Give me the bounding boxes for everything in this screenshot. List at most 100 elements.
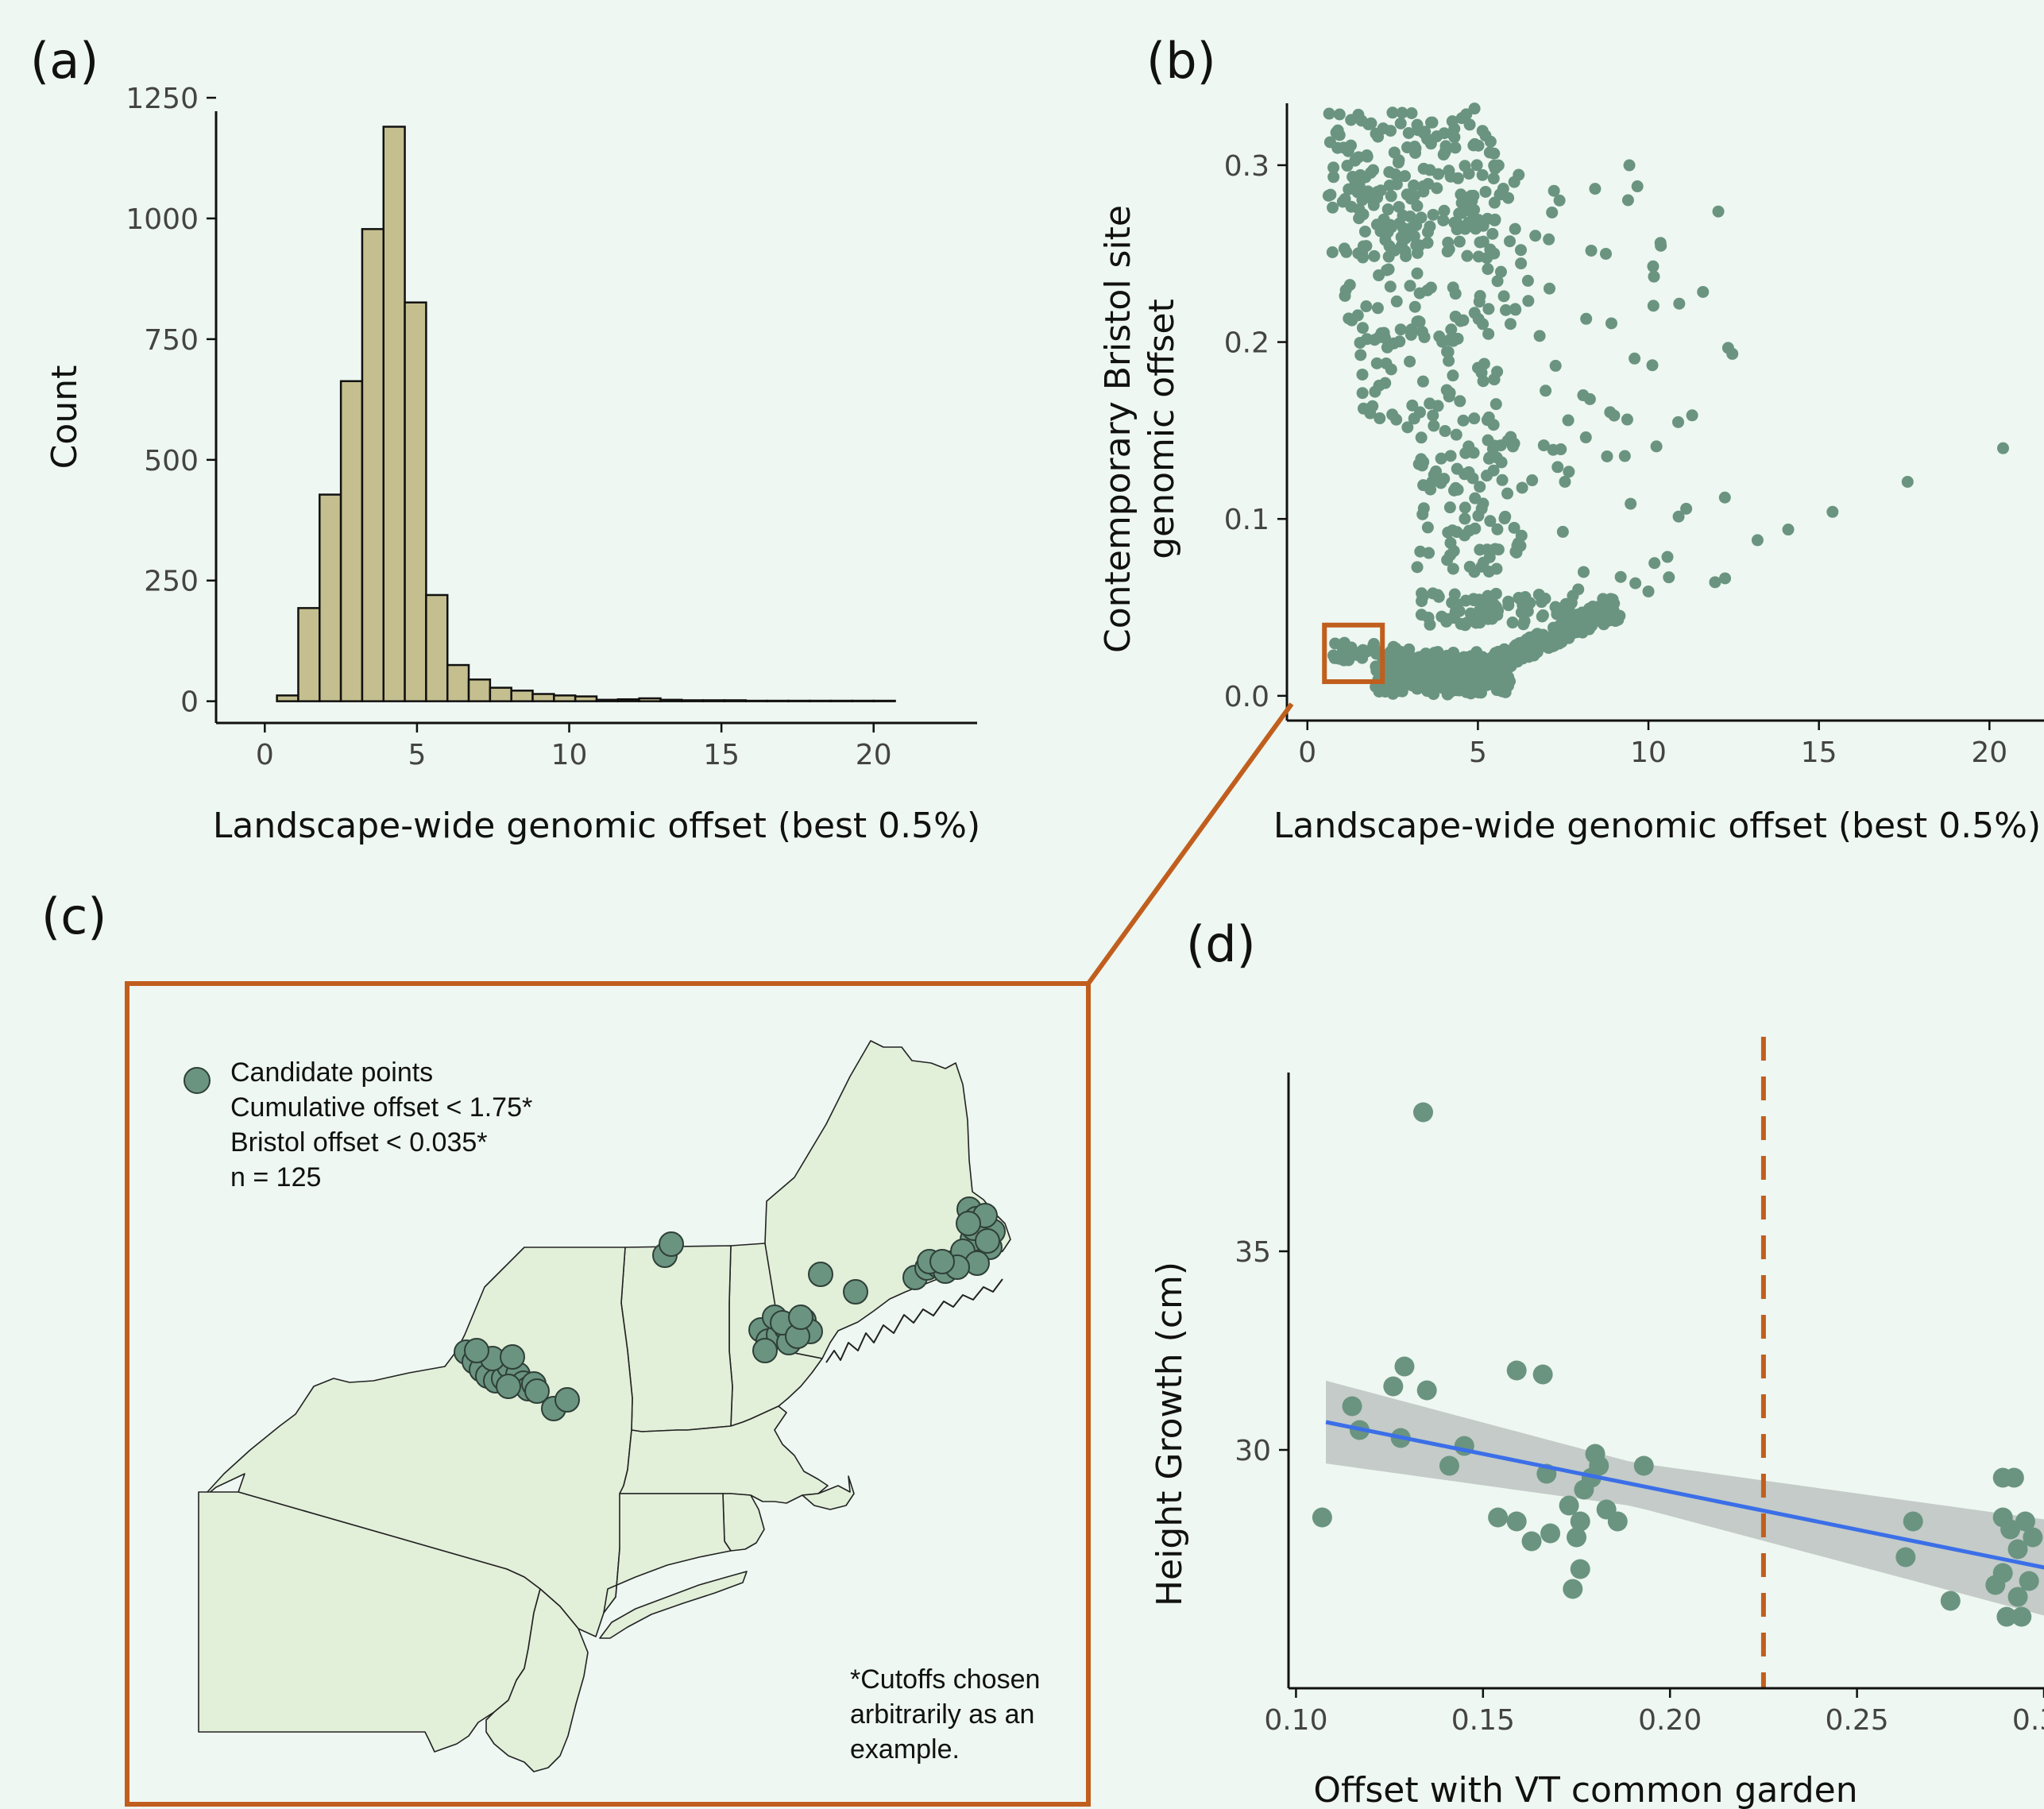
scatter-b-point xyxy=(1470,159,1483,172)
scatter-b-point xyxy=(1369,385,1381,398)
scatter-b-point xyxy=(1327,161,1340,174)
scatter-b-point xyxy=(1532,588,1545,601)
scatter-b-point xyxy=(1420,647,1432,660)
scatter-d-point xyxy=(1895,1547,1916,1567)
scatter-b-point xyxy=(1424,164,1436,176)
scatter-b-point xyxy=(1441,554,1454,566)
scatter-b-point xyxy=(1412,124,1424,137)
scatter-b-point xyxy=(1474,543,1486,556)
scatter-b-point xyxy=(1412,315,1425,327)
scatter-b-point xyxy=(1447,369,1459,382)
scatter-b-point xyxy=(1536,609,1549,622)
histogram-bar xyxy=(361,228,385,702)
scatter-b-point xyxy=(1553,194,1566,207)
scatter-b-point xyxy=(1386,408,1399,421)
scatter-b-point xyxy=(1561,619,1574,632)
panel-b: (b) 0 5 10 15 20 0.0 0.1 0.2 0.3 Landscape-wide … xyxy=(1098,32,2044,846)
scatter-b-point xyxy=(1466,206,1478,218)
scatter-b-point xyxy=(1488,657,1501,670)
scatter-b-point xyxy=(1428,469,1440,481)
scatter-b-point xyxy=(1421,133,1434,145)
scatter-d-point xyxy=(1506,1360,1527,1381)
histogram-bar xyxy=(531,693,555,702)
histogram-x-tick-label: 15 xyxy=(703,739,740,771)
map-frame xyxy=(125,981,1091,1807)
scatter-b-point xyxy=(1411,246,1424,259)
scatter-b-point xyxy=(1556,525,1569,538)
scatter-b-point xyxy=(1533,330,1546,342)
scatter-b-point xyxy=(1474,481,1486,493)
scatter-b-point xyxy=(1536,628,1548,641)
scatter-b-point xyxy=(1443,243,1455,256)
scatter-b-point xyxy=(1455,617,1467,630)
panel-d: (d) 0.10 0.15 0.20 0.25 0.30 30 35 Offset with… xyxy=(1150,915,2044,1809)
histogram-y-tick-label: 1000 xyxy=(126,203,199,236)
confidence-band xyxy=(1326,1380,2044,1616)
panel-label-a: (a) xyxy=(30,32,99,90)
map-footnote: *Cutoffs chosen arbitrarily as an exampl… xyxy=(850,1664,1040,1765)
rhode-island-shape xyxy=(722,1493,765,1552)
scatter-b-point xyxy=(1487,172,1500,185)
scatter-b-point xyxy=(1572,583,1585,596)
scatter-b-point xyxy=(1697,285,1710,298)
scatter-b-point xyxy=(1468,216,1481,229)
scatter-b-point xyxy=(1490,398,1502,411)
scatter-b-point xyxy=(1410,218,1423,231)
scatter-b-y-axis-title-line1: Contemporary Bristol site xyxy=(1098,205,1138,653)
scatter-b-point xyxy=(1386,106,1399,119)
scatter-b-point xyxy=(1444,450,1457,462)
scatter-d-point xyxy=(1992,1563,2013,1583)
scatter-b-point xyxy=(1518,647,1531,660)
scatter-d-point xyxy=(2019,1571,2039,1591)
scatter-b-point xyxy=(1709,576,1721,589)
scatter-b-point xyxy=(1416,459,1428,472)
scatter-b-point xyxy=(1417,502,1430,515)
histogram-x-tick-label: 0 xyxy=(256,739,274,771)
scatter-b-point xyxy=(1415,673,1428,686)
scatter-d-point xyxy=(1521,1531,1542,1552)
histogram-bar xyxy=(616,698,640,702)
scatter-b-point xyxy=(1625,497,1637,510)
scatter-b-point xyxy=(1488,147,1501,160)
scatter-b-point xyxy=(1559,475,1571,488)
scatter-b-point xyxy=(1404,280,1416,292)
scatter-b-point xyxy=(1386,687,1399,700)
scatter-b-point xyxy=(1826,505,1839,518)
scatter-b-point xyxy=(1467,446,1480,459)
scatter-b-point xyxy=(1629,352,1641,365)
scatter-b-point xyxy=(1494,265,1507,278)
histogram-bar xyxy=(276,694,299,702)
scatter-b-point xyxy=(1353,203,1366,216)
histogram-bar xyxy=(681,699,705,702)
scatter-d-x-tick-label: 0.10 xyxy=(1264,1704,1327,1737)
scatter-b-point xyxy=(1721,342,1734,354)
scatter-b-point xyxy=(1389,168,1402,181)
scatter-b-point xyxy=(1477,318,1490,330)
scatter-b-point xyxy=(1370,645,1383,658)
histogram-bar xyxy=(319,493,342,702)
scatter-b-point xyxy=(1618,450,1631,462)
scatter-b-point xyxy=(1585,610,1598,623)
scatter-b-point xyxy=(1408,230,1420,242)
histogram-bar xyxy=(638,697,662,702)
scatter-b-point xyxy=(1393,154,1405,167)
scatter-b-point xyxy=(1680,502,1693,515)
scatter-b-point xyxy=(1473,296,1486,308)
scatter-b-point xyxy=(1338,242,1350,255)
scatter-b-point xyxy=(1650,440,1663,453)
scatter-d-point xyxy=(1940,1591,1961,1611)
scatter-b-point xyxy=(1537,439,1550,452)
scatter-b-point xyxy=(1427,587,1439,600)
scatter-b-point xyxy=(1448,588,1461,601)
scatter-b-point xyxy=(1382,263,1395,276)
map-point xyxy=(808,1262,833,1287)
histogram-bar xyxy=(872,699,896,702)
scatter-b-x-tick-label: 15 xyxy=(1801,736,1837,769)
scatter-b-point xyxy=(1686,409,1698,422)
scatter-b-point xyxy=(1454,395,1466,408)
scatter-b-point xyxy=(1405,323,1418,336)
scatter-b-point xyxy=(1459,501,1471,514)
scatter-b-point xyxy=(1393,217,1406,230)
scatter-b-point xyxy=(1468,566,1481,578)
scatter-b-point xyxy=(1509,639,1522,651)
